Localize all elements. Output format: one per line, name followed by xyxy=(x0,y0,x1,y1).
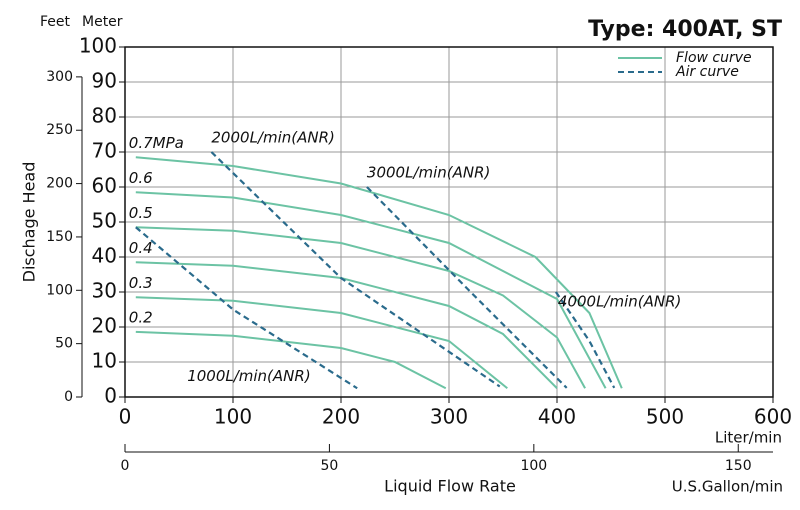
y2-tick-label: 300 xyxy=(46,69,73,85)
series-label: 0.5 xyxy=(129,204,153,222)
y-tick-label: 60 xyxy=(92,174,117,198)
x-label: Liquid Flow Rate xyxy=(384,477,516,496)
y-label: Dischage Head xyxy=(20,162,39,283)
series-line xyxy=(135,191,607,389)
x-tick-label: 600 xyxy=(754,405,792,429)
x-tick-label: 300 xyxy=(430,405,468,429)
series-line xyxy=(135,296,508,390)
x2-tick-label: 150 xyxy=(725,458,752,474)
y-unit: Meter xyxy=(82,14,123,30)
x2-tick-label: 50 xyxy=(321,458,339,474)
x-tick-label: 500 xyxy=(646,405,684,429)
series-line xyxy=(135,226,586,389)
y-tick-label: 30 xyxy=(92,279,117,303)
x-tick-label: 400 xyxy=(538,405,576,429)
y2-tick-label: 250 xyxy=(46,122,73,138)
y2-tick-label: 100 xyxy=(46,282,73,298)
y-tick-label: 10 xyxy=(92,349,117,373)
series-label: 1000L/min(ANR) xyxy=(187,367,310,385)
y2-tick-label: 0 xyxy=(64,389,73,405)
series-line xyxy=(135,261,558,389)
x-tick-label: 200 xyxy=(322,405,360,429)
series-label: 0.6 xyxy=(129,169,153,187)
y-tick-label: 50 xyxy=(92,209,117,233)
x2-unit: U.S.Gallon/min xyxy=(672,478,783,496)
x-tick-label: 0 xyxy=(119,405,132,429)
y-tick-label: 0 xyxy=(104,384,117,408)
series-line xyxy=(135,226,358,390)
x-unit: Liter/min xyxy=(715,429,782,447)
series-line xyxy=(135,330,447,390)
series-label: 0.7MPa xyxy=(129,134,184,152)
y2-unit: Feet xyxy=(40,14,71,30)
chart-title: Type: 400AT, ST xyxy=(588,17,782,42)
series-line xyxy=(210,151,501,388)
y2-tick-label: 200 xyxy=(46,176,73,192)
legend-label: Flow curve xyxy=(676,50,752,66)
x2-tick-label: 100 xyxy=(520,458,547,474)
y-tick-label: 100 xyxy=(79,34,117,58)
y-tick-label: 70 xyxy=(92,139,117,163)
series-label: 3000L/min(ANR) xyxy=(367,164,490,182)
y2-tick-label: 50 xyxy=(55,336,73,352)
series-label: 4000L/min(ANR) xyxy=(558,293,681,311)
series-label: 0.4 xyxy=(129,239,153,257)
x2-tick-label: 0 xyxy=(121,458,130,474)
y2-tick-label: 150 xyxy=(46,229,73,245)
series-label: 0.2 xyxy=(129,308,153,326)
series-line xyxy=(555,291,616,389)
y-tick-label: 40 xyxy=(92,244,117,268)
series-label: 0.3 xyxy=(129,274,153,292)
x-tick-label: 100 xyxy=(214,405,252,429)
y-tick-label: 80 xyxy=(92,104,117,128)
plot-frame xyxy=(124,46,774,398)
y-tick-label: 20 xyxy=(92,314,117,338)
y-tick-label: 90 xyxy=(92,69,117,93)
legend-label: Air curve xyxy=(675,64,739,80)
series-label: 2000L/min(ANR) xyxy=(211,129,334,147)
series-line xyxy=(135,156,623,389)
